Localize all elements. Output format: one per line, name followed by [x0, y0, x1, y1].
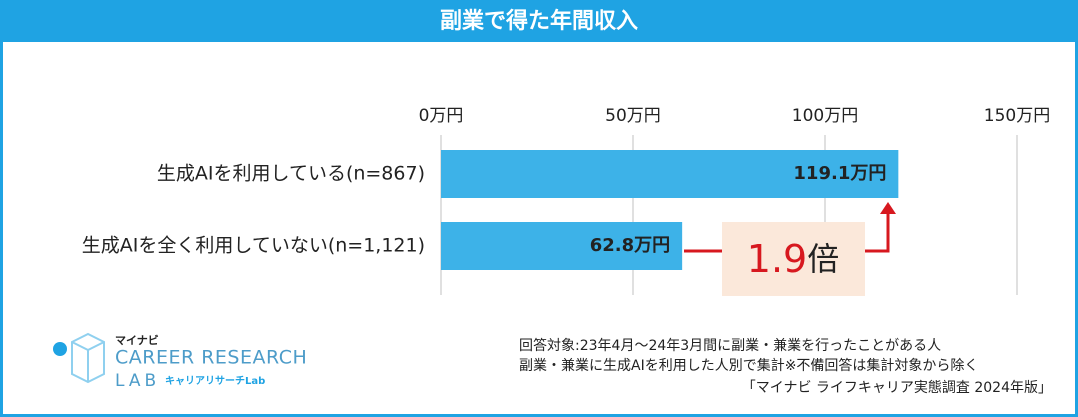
- ratio-unit: 倍: [807, 240, 839, 278]
- connector: [865, 212, 890, 253]
- x-tick-label: 100万円: [792, 106, 858, 126]
- logo-line2: LAB: [115, 371, 160, 391]
- arrow-head: [880, 202, 896, 214]
- bar: [441, 222, 683, 270]
- logo-cube: [71, 332, 105, 384]
- ratio-box: [722, 222, 865, 296]
- logo-line1: CAREER RESEARCH: [115, 347, 307, 369]
- chart-title: 副業で得た年間収入: [440, 8, 638, 34]
- logo: マイナビ CAREER RESEARCH LAB キャリアリサーチLab: [53, 332, 307, 391]
- ratio-annotation: 1.9倍: [684, 202, 896, 296]
- value-label: 119.1万円: [793, 163, 886, 184]
- ratio-text: 1.9倍: [747, 237, 839, 281]
- x-tick-label: 150万円: [984, 106, 1050, 126]
- value-label: 62.8万円: [590, 235, 670, 256]
- title-bar: [0, 0, 1078, 42]
- note: 副業・兼業に生成AIを利用した人別で集計※不備回答は集計対象から除く: [519, 357, 978, 374]
- note: 「マイナビ ライフキャリア実態調査 2024年版」: [742, 380, 1052, 396]
- logo-dot: [53, 342, 67, 356]
- ratio-value: 1.9: [747, 237, 807, 281]
- x-tick-label: 0万円: [419, 106, 464, 126]
- bar: [441, 150, 899, 198]
- x-tick-label: 50万円: [605, 106, 661, 126]
- logo-sub: キャリアリサーチLab: [165, 375, 265, 387]
- logo-brand: マイナビ: [115, 333, 159, 347]
- y-tick-label: 生成AIを利用している(n=867): [157, 163, 425, 185]
- note: 回答対象:23年4月～24年3月間に副業・兼業を行ったことがある人: [519, 337, 941, 354]
- y-tick-label: 生成AIを全く利用していない(n=1,121): [82, 235, 425, 257]
